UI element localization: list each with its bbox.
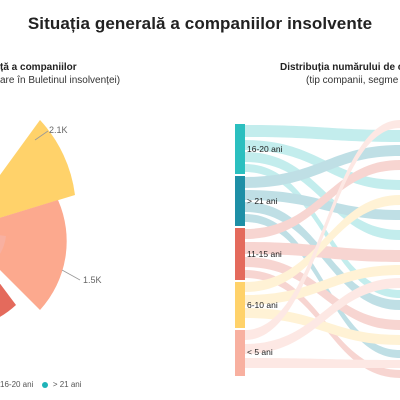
sankey-flow (245, 214, 400, 358)
leader-line-1-5k (61, 269, 81, 281)
sankey-node-lt5[interactable] (235, 330, 245, 376)
sankey-node-6-10[interactable] (235, 282, 245, 328)
legend-dot-21 (41, 381, 48, 388)
sankey-flow (245, 308, 400, 345)
sankey-flow (245, 125, 400, 142)
pie-chart-heading: ță a companiilor (0, 62, 77, 73)
legend-item-16-20[interactable]: 16-20 ani (0, 380, 34, 389)
sankey-flow (245, 242, 400, 262)
sankey-flow (245, 270, 400, 378)
sankey-label-6-10: 6-10 ani (247, 300, 278, 310)
sankey-flow (245, 265, 400, 305)
pie-chart-subtitle: are în Buletinul insolvenței) (0, 75, 121, 86)
sankey-flow (245, 358, 400, 368)
sankey-chart-subtitle: (tip companii, segme (306, 75, 399, 86)
sankey-flow (245, 120, 400, 340)
sankey-flow (245, 160, 400, 239)
sankey-flow (245, 257, 400, 330)
sankey-node-11-15[interactable] (235, 228, 245, 280)
pie-legend: 16-20 ani > 21 ani (0, 380, 82, 389)
sankey-flow (245, 195, 400, 292)
sankey-flow (245, 202, 400, 310)
sankey-node-16-20[interactable] (235, 124, 245, 174)
sankey-flow (245, 152, 400, 240)
sankey-flow (245, 164, 400, 298)
data-label-1-5k: 1.5K (83, 275, 102, 285)
legend-item-21[interactable]: > 21 ani (52, 380, 82, 389)
sankey-flow (245, 278, 400, 354)
sankey-nodes: 16-20 ani > 21 ani 11-15 ani 6-10 ani < … (235, 124, 283, 376)
pie-slice-6-10[interactable] (0, 120, 75, 230)
sankey-flow (245, 145, 400, 188)
sankey-label-16-20: 16-20 ani (247, 144, 283, 154)
data-label-2-1k: 2.1K (49, 125, 68, 135)
sankey-flow (245, 140, 400, 190)
sankey-node-21[interactable] (235, 176, 245, 226)
sankey-label-lt5: < 5 ani (247, 347, 273, 357)
page-title: Situația generală a companiilor insolven… (27, 14, 373, 33)
pie-chart: 2.1K 1.5K (0, 120, 102, 322)
sankey-flows (245, 120, 400, 378)
sankey-label-11-15: 11-15 ani (247, 249, 282, 259)
sankey-label-21: > 21 ani (247, 196, 278, 206)
pie-slice-11-15[interactable] (0, 230, 16, 322)
sankey-flow (245, 190, 400, 220)
sankey-chart-heading: Distribuția numărului de c (280, 62, 400, 73)
pie-slice-lt5[interactable] (0, 200, 67, 310)
pie-slice-salmon-small[interactable] (0, 230, 6, 254)
leader-line-2-1k (34, 130, 49, 141)
